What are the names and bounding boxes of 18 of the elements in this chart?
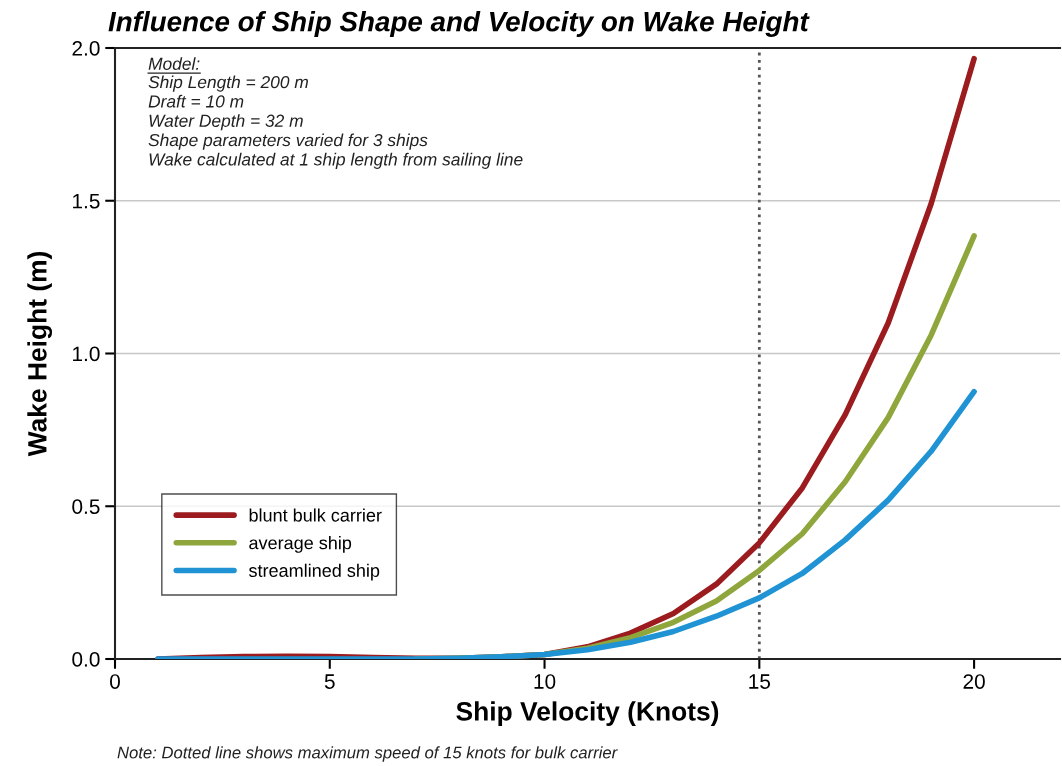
y-tick-label: 2.0 <box>72 41 100 56</box>
y-axis-title: Wake Height (m) <box>27 251 53 457</box>
y-tick-label: 1.0 <box>73 346 100 362</box>
text: Note: Dotted line shows maximum speed of 15 knots for bulk carrier <box>117 746 618 762</box>
x-tick-label: 15 <box>749 674 771 689</box>
legend-label: blunt bulk carrier <box>249 508 382 522</box>
y-tick-label: 0.0 <box>72 652 100 667</box>
x-tick-label: 20 <box>963 674 985 689</box>
annotation: Model: Ship Length = 200 m Draft = 10 m Water Depth = 32 m Shape parameters varied for 3 ships Wake calculated at 1 ship length from sailing line <box>148 57 523 169</box>
y-tick-label: 0.5 <box>72 499 100 514</box>
y-tick-label: 1.5 <box>73 193 100 209</box>
legend-label: streamlined ship <box>249 563 380 581</box>
legend-label: average ship <box>249 536 352 553</box>
x-tick-label: 10 <box>534 674 556 689</box>
x-tick-label: 5 <box>324 674 335 689</box>
chart-title: Influence of Ship Shape and Velocity on Wake Height <box>108 11 810 37</box>
x-tick-label: 0 <box>110 674 120 689</box>
x-axis-title: Ship Velocity (Knots) <box>456 701 719 726</box>
